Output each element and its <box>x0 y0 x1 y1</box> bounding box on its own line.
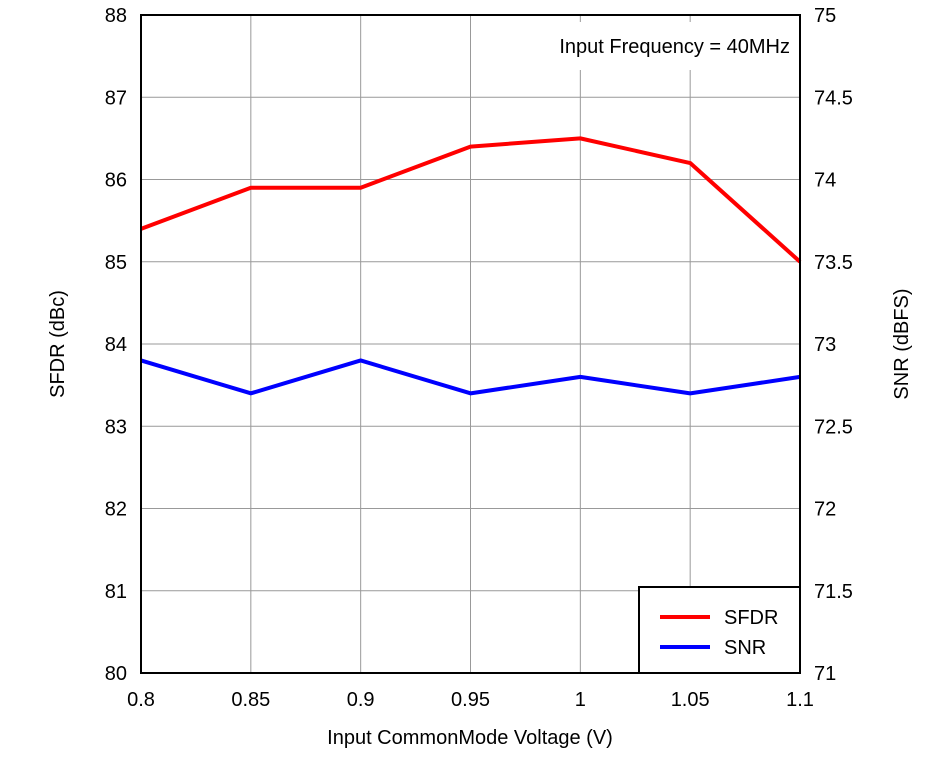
plot-frame <box>140 14 801 674</box>
x-tick-label: 0.95 <box>451 689 490 711</box>
annotation-background <box>500 22 795 70</box>
series-line-sfdr <box>140 136 802 264</box>
y2-tick-label: 71 <box>814 663 836 685</box>
tick-labels: 0.8 0.85 0.9 0.95 1 1.05 1.1 80 81 82 83 84 85 86 87 88… <box>105 5 853 711</box>
x-tick-label: 1 <box>575 689 586 711</box>
series-line-snr <box>140 358 801 396</box>
x-axis-label: Input CommonMode Voltage (V) <box>327 727 613 749</box>
y-tick-label: 86 <box>105 170 127 192</box>
y2-tick-label: 75 <box>814 5 836 27</box>
legend-box <box>638 586 801 674</box>
annotation: Input Frequency = 40MHz <box>559 36 790 58</box>
x-tick-label: 0.8 <box>127 689 155 711</box>
y2-tick-label: 72 <box>814 499 836 521</box>
x-tick-label: 1.05 <box>671 689 710 711</box>
legend-label-sfdr: SFDR <box>724 607 778 629</box>
series-lines <box>140 136 802 396</box>
x-tick-label: 0.85 <box>231 689 270 711</box>
y-tick-label: 82 <box>105 499 127 521</box>
y2-tick-label: 72.5 <box>814 416 853 438</box>
legend-label-snr: SNR <box>724 637 766 659</box>
legend: SFDR SNR <box>638 586 801 674</box>
y-tick-label: 84 <box>105 334 127 356</box>
y-tick-label: 87 <box>105 87 127 109</box>
y2-tick-label: 74.5 <box>814 87 853 109</box>
y-tick-label: 80 <box>105 663 127 685</box>
y2-tick-label: 71.5 <box>814 581 853 603</box>
y-tick-label: 88 <box>105 5 127 27</box>
y2-axis-label: SNR (dBFS) <box>891 288 913 399</box>
y2-tick-label: 74 <box>814 170 836 192</box>
y-axis-label: SFDR (dBc) <box>47 290 69 398</box>
grid <box>140 14 801 674</box>
y-tick-label: 81 <box>105 581 127 603</box>
y-tick-label: 85 <box>105 252 127 274</box>
x-tick-label: 0.9 <box>347 689 375 711</box>
x-tick-label: 1.1 <box>786 689 814 711</box>
y-tick-label: 83 <box>105 416 127 438</box>
y2-tick-label: 73 <box>814 334 836 356</box>
y2-tick-label: 73.5 <box>814 252 853 274</box>
